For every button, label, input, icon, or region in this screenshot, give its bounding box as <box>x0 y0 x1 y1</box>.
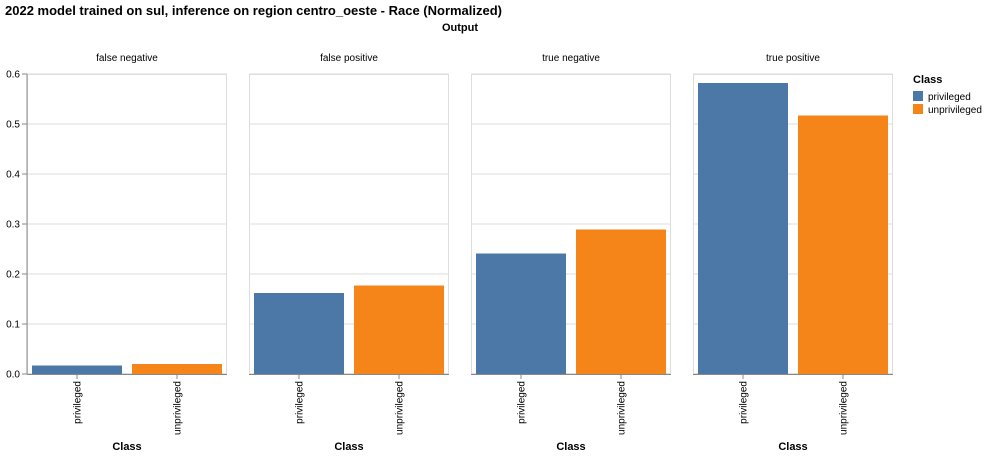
y-tick-label: 0.1 <box>6 320 20 331</box>
panel-border <box>249 74 449 374</box>
facet-label: true positive <box>766 53 820 64</box>
y-tick-label: 0.6 <box>6 70 20 81</box>
bar <box>354 285 444 374</box>
facet-label: false positive <box>320 53 378 64</box>
bar <box>476 253 566 374</box>
y-tick-label: 0.5 <box>6 120 20 131</box>
y-tick-label: 0.4 <box>6 170 20 181</box>
y-tick-label: 0.2 <box>6 270 20 281</box>
facet-label: false negative <box>96 53 158 64</box>
facet-panel: true positive privileged unprivileged Class <box>693 53 893 453</box>
x-tick-label: privileged <box>73 381 84 424</box>
x-tick-label: privileged <box>295 381 306 424</box>
facet-label: true negative <box>542 53 600 64</box>
x-tick-label: unprivileged <box>839 381 850 435</box>
facet-panel: true negative privileged unprivileged Class <box>471 53 671 453</box>
bar <box>254 293 344 374</box>
legend: Class privileged unprivileged <box>913 74 982 116</box>
facets: false negative privileged unprivileged Clas… <box>27 53 893 453</box>
facet-panel: false negative privileged unprivileged Clas… <box>27 53 227 453</box>
x-tick-label: privileged <box>517 381 528 424</box>
x-axis-title: Class <box>334 441 363 453</box>
legend-swatch <box>913 91 923 101</box>
facet-panel: false positive privileged unprivileged Clas… <box>249 53 449 453</box>
panel-border <box>693 74 893 374</box>
x-tick-label: unprivileged <box>617 381 628 435</box>
legend-label: unprivileged <box>928 105 982 116</box>
x-axis-title: Class <box>556 441 585 453</box>
x-tick-label: privileged <box>739 381 750 424</box>
bar <box>132 364 222 374</box>
panel-border <box>471 74 671 374</box>
bar <box>32 365 122 374</box>
x-tick-label: unprivileged <box>395 381 406 435</box>
bar <box>798 115 888 374</box>
x-axis-title: Class <box>112 441 141 453</box>
chart-title: 2022 model trained on sul, inference on … <box>5 3 502 18</box>
x-axis-title: Class <box>778 441 807 453</box>
y-tick-label: 0.3 <box>6 220 20 231</box>
legend-label: privileged <box>928 92 971 103</box>
legend-title: Class <box>913 74 942 86</box>
legend-swatch <box>913 104 923 114</box>
column-title: Output <box>442 22 478 34</box>
bar <box>698 83 788 374</box>
x-tick-label: unprivileged <box>173 381 184 435</box>
y-tick-label: 0.0 <box>6 370 20 381</box>
y-axis: 0.0 0.1 0.2 0.3 0.4 0.5 0.6 <box>6 70 28 381</box>
bar <box>576 229 666 374</box>
